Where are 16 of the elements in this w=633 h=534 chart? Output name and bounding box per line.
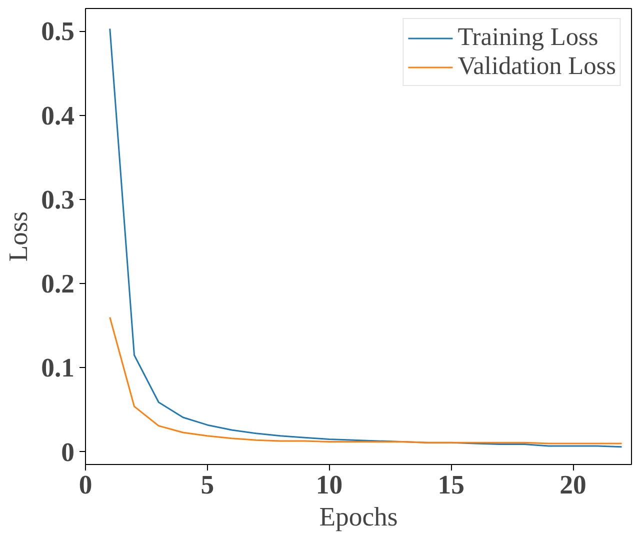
y-tick-label: 0 (61, 436, 74, 467)
x-axis-title: Epochs (319, 502, 398, 532)
y-tick-label: 0.3 (41, 184, 75, 214)
legend-label: Training Loss (458, 23, 598, 52)
y-axis-title: Loss (3, 211, 34, 262)
line-series (109, 28, 622, 448)
line-series (109, 316, 622, 444)
y-tick-label: 0.5 (41, 16, 75, 46)
legend-label: Validation Loss (458, 52, 616, 81)
y-tick-label: 0.1 (41, 352, 75, 383)
x-tick-label: 5 (200, 470, 214, 500)
x-tick-label: 20 (560, 470, 586, 500)
y-tick-label: 0.2 (41, 268, 75, 299)
x-tick-label: 15 (438, 470, 464, 500)
y-tick-label: 0.4 (41, 100, 75, 130)
x-tick-label: 10 (316, 470, 343, 500)
